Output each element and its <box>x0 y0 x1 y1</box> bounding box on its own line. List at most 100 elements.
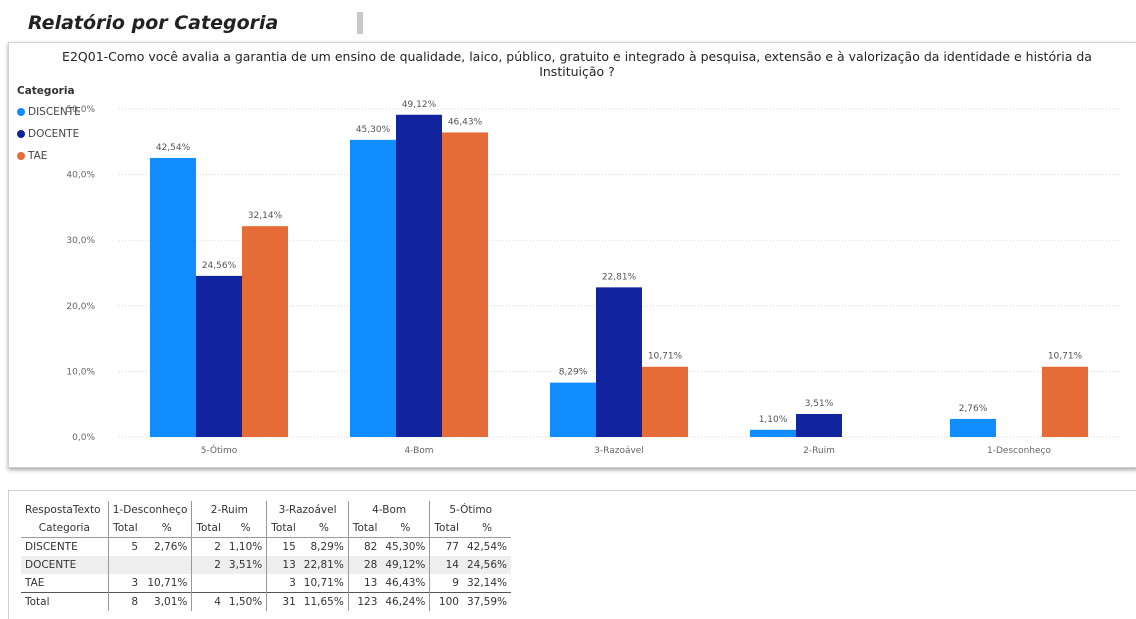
x-tick-label: 4-Bom <box>404 446 433 456</box>
table-cell: 2 <box>191 537 225 556</box>
legend-marker <box>17 108 25 116</box>
data-label: 49,12% <box>402 100 437 110</box>
table-cell: 3 <box>107 574 143 593</box>
y-tick-label: 20,0% <box>66 302 95 312</box>
legend-marker <box>17 152 25 160</box>
table-cell <box>191 574 225 593</box>
table-row: Total 8 3,01% 4 1,50% 31 11,65% 123 46,24% 100 37,… <box>21 592 511 611</box>
bar <box>642 366 688 437</box>
table-cell: 42,54% <box>466 541 507 553</box>
group-header: 3-Razoável <box>266 501 349 519</box>
bar <box>196 275 242 437</box>
corner-bottom: Categoria <box>21 519 109 538</box>
table-cell: 49,12% <box>381 556 430 574</box>
table-cell: 31 <box>266 592 300 611</box>
legend-label: DISCENTE <box>28 106 81 118</box>
table-cell: 37,59% <box>462 592 511 611</box>
legend-title: Categoria <box>17 85 75 97</box>
legend-label: TAE <box>28 150 48 162</box>
y-tick-label: 30,0% <box>66 236 95 246</box>
subheader-total: Total <box>266 519 300 538</box>
data-label: 24,56% <box>202 261 237 271</box>
table-cell: 77 <box>429 537 463 556</box>
data-label: 22,81% <box>602 272 637 282</box>
table-cell: 28 <box>347 556 382 574</box>
y-tick-label: 10,0% <box>66 367 95 377</box>
bar <box>796 413 842 437</box>
x-tick-label: 1-Desconheço <box>987 446 1051 456</box>
table-header-sub: Categoria Total% Total% Total% Total% Total% <box>21 519 511 538</box>
table-cell: 14 <box>429 556 463 574</box>
table-cell <box>107 556 143 574</box>
legend-marker <box>17 130 25 138</box>
table-cell: 2,76% <box>154 541 188 553</box>
table-cell: 22,81% <box>299 556 349 574</box>
data-label: 8,29% <box>559 368 588 378</box>
data-label: 1,10% <box>759 415 788 425</box>
subheader-total: Total <box>347 519 382 538</box>
subheader-total: Total <box>191 519 225 538</box>
bar <box>950 418 996 437</box>
bar <box>242 226 288 437</box>
bar <box>396 114 442 437</box>
legend-item[interactable]: DISCENTE <box>17 101 81 123</box>
table-cell: 32,14% <box>466 577 507 589</box>
group-header: 2-Ruim <box>191 501 267 519</box>
table-row: TAE 3 10,71% 3 10,71% 13 46,43% 9 32,14% <box>21 574 511 593</box>
bar <box>596 287 642 437</box>
chart-legend: Categoria DISCENTE DOCENTE TAE <box>17 85 81 167</box>
table-cell: 46,24% <box>381 592 430 611</box>
bar <box>350 139 396 437</box>
table-cell: 3,01% <box>142 592 192 611</box>
subheader-total: Total <box>429 519 463 538</box>
y-tick-label: 50,0% <box>66 105 95 115</box>
table-cell: 13 <box>347 574 382 593</box>
bar <box>1042 366 1088 437</box>
table-cell: 3,51% <box>224 556 267 574</box>
table-cell: 4 <box>191 592 225 611</box>
row-label: DISCENTE <box>25 541 78 553</box>
table-cell: 11,65% <box>299 592 349 611</box>
table-cell: 13 <box>266 556 300 574</box>
matrix-table: RespostaTexto 1-Desconheço 2-Ruim 3-Razo… <box>21 501 511 611</box>
subheader-total: Total <box>107 519 143 538</box>
table-cell: 46,43% <box>385 577 426 589</box>
bar <box>150 157 196 437</box>
x-tick-label: 3-Razoável <box>594 446 644 456</box>
table-cell: 15 <box>266 537 300 556</box>
chart-title-line1: E2Q01-Como você avalia a garantia de um … <box>62 49 1092 64</box>
legend-item[interactable]: DOCENTE <box>17 123 81 145</box>
chart-title: E2Q01-Como você avalia a garantia de um … <box>21 49 1133 79</box>
row-label: DOCENTE <box>21 556 109 574</box>
data-label: 42,54% <box>156 143 191 153</box>
report-title: Relatório por Categoria <box>28 12 279 34</box>
chart-card[interactable]: E2Q01-Como você avalia a garantia de um … <box>8 42 1136 468</box>
x-tick-label: 5-Ótimo <box>201 444 238 456</box>
table-cell: 10,71% <box>303 577 344 589</box>
bar <box>750 429 796 437</box>
data-label: 10,71% <box>1048 352 1083 362</box>
y-tick-label: 0,0% <box>72 433 95 443</box>
subheader-pct: % <box>381 519 430 538</box>
table-cell: 3 <box>266 574 300 593</box>
data-label: 3,51% <box>805 399 834 409</box>
data-label: 45,30% <box>356 125 391 135</box>
subheader-pct: % <box>462 519 511 538</box>
table-cell: 8 <box>107 592 143 611</box>
table-cell: 1,50% <box>224 592 267 611</box>
subheader-pct: % <box>224 519 267 538</box>
legend-item[interactable]: TAE <box>17 145 81 167</box>
corner-top: RespostaTexto <box>25 504 101 516</box>
data-label: 32,14% <box>248 211 283 221</box>
table-card[interactable]: RespostaTexto 1-Desconheço 2-Ruim 3-Razo… <box>8 490 1136 619</box>
table-cell: 9 <box>429 574 463 593</box>
table-row: DISCENTE 5 2,76% 2 1,10% 15 8,29% 82 45,30% 77 42,… <box>21 537 511 556</box>
table-row: DOCENTE 2 3,51% 13 22,81% 28 49,12% 14 24,56% <box>21 556 511 574</box>
data-label: 10,71% <box>648 352 683 362</box>
table-cell: 5 <box>107 537 143 556</box>
table-cell: 24,56% <box>462 556 511 574</box>
table-cell <box>142 556 192 574</box>
bar <box>442 132 488 437</box>
legend-label: DOCENTE <box>28 128 80 140</box>
table-cell: 1,10% <box>228 541 263 553</box>
